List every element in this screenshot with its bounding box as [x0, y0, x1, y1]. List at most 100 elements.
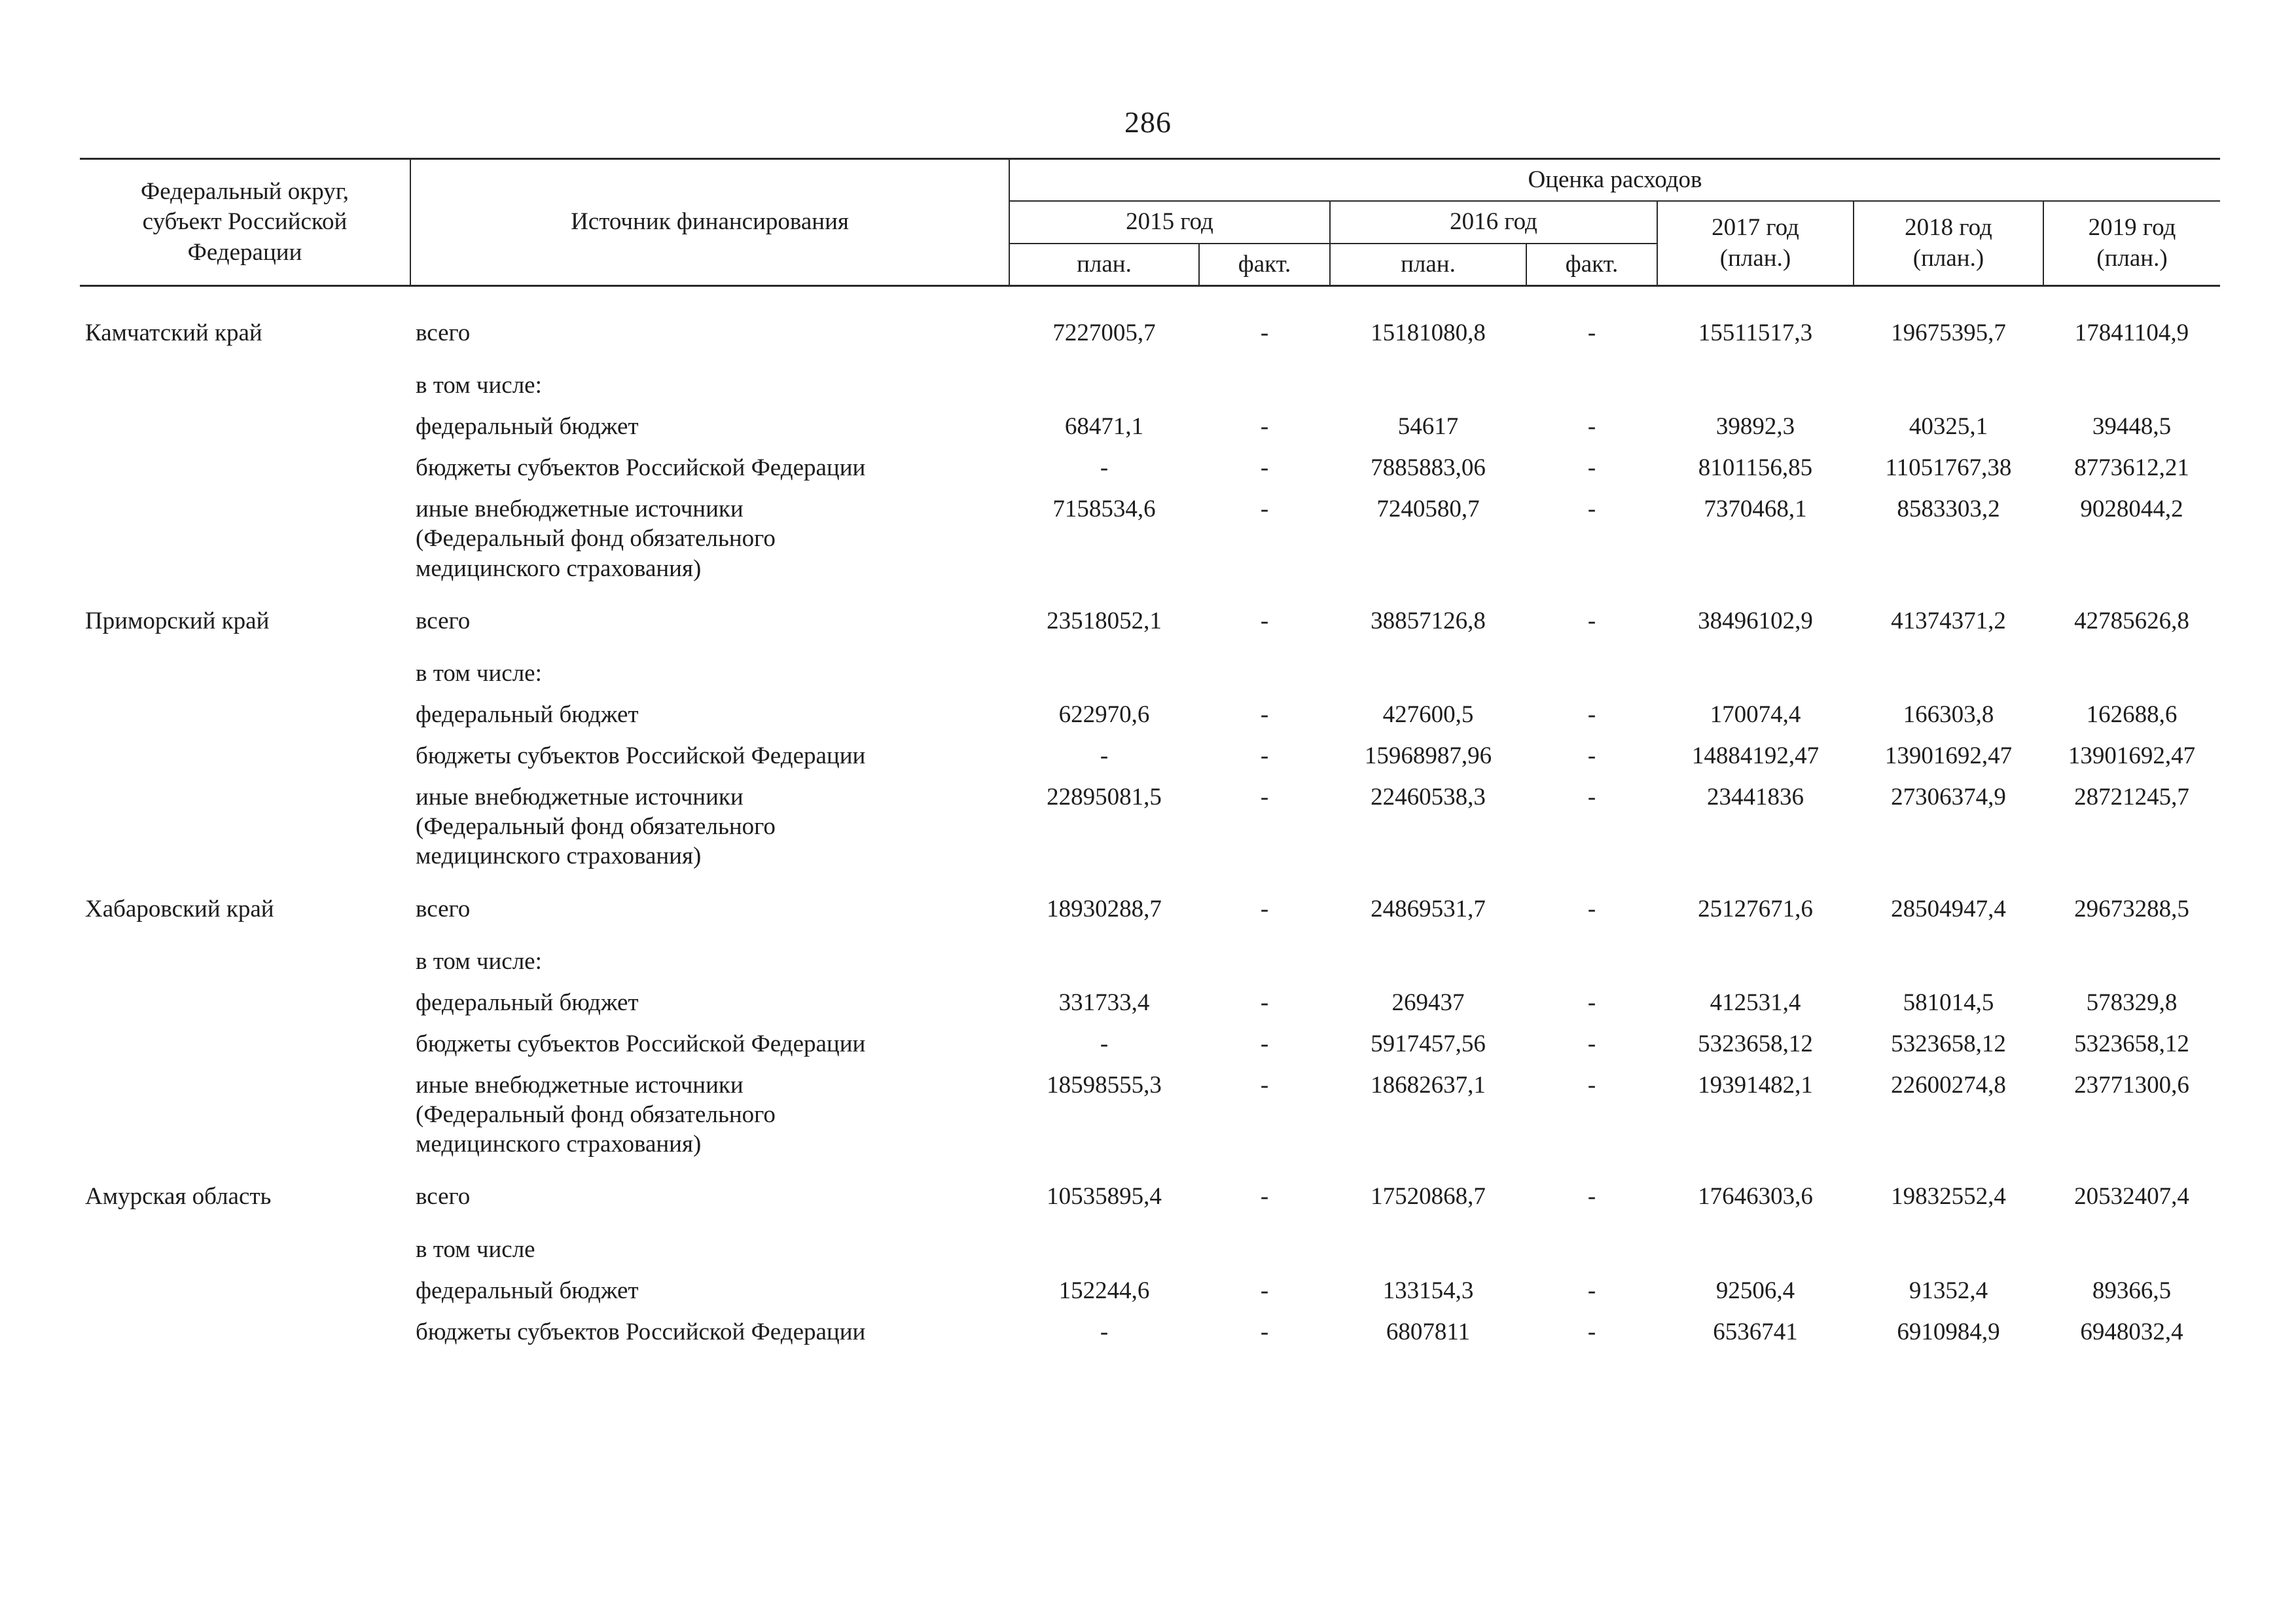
value-cell: 15181080,8 [1371, 319, 1486, 346]
region-cell: Амурская область [85, 1183, 272, 1211]
value-cell: - [1587, 895, 1596, 922]
value-cell [1009, 930, 1199, 982]
value-cell: 331733,4 [1058, 989, 1150, 1016]
value-cell: 18930288,7 [1047, 895, 1162, 922]
source-cell: в том числе [416, 1235, 535, 1263]
value-cell: 22895081,5 [1047, 784, 1162, 811]
value-cell: - [1100, 1030, 1109, 1057]
value-cell: 19675395,7 [1891, 319, 2006, 346]
header-2015-plan: план. [1009, 243, 1200, 287]
value-cell: - [1260, 784, 1269, 811]
value-cell: 23771300,6 [2074, 1072, 2189, 1099]
value-cell: - [1260, 496, 1269, 523]
value-cell [2043, 642, 2220, 694]
value-cell: 15968987,96 [1364, 742, 1492, 769]
source-cell: всего [416, 319, 471, 346]
header-row-2: 2015 год 2016 год 2017 год (план.) 2018 … [80, 201, 2220, 287]
header-year-2019-plan: (план.) [2096, 244, 2168, 272]
value-cell: - [1260, 1030, 1269, 1057]
value-cell [1657, 930, 1854, 982]
value-cell: - [1587, 319, 1596, 346]
value-cell: 28721245,7 [2074, 784, 2189, 811]
value-cell [2043, 354, 2220, 406]
source-cell: иные внебюджетные источники (Федеральный… [416, 784, 776, 870]
source-cell: федеральный бюджет [416, 989, 639, 1016]
table-row: Амурская область всего 10535895,4 - 17520868… [80, 1165, 2220, 1217]
value-cell: 24869531,7 [1371, 895, 1486, 922]
value-cell: 92506,4 [1715, 1277, 1795, 1304]
table-row: бюджеты субъектов Российской Федерации - -… [80, 1023, 2220, 1065]
value-cell: 6536741 [1713, 1318, 1798, 1345]
source-cell: федеральный бюджет [416, 413, 639, 440]
value-cell: 8101156,85 [1698, 454, 1813, 482]
value-cell: 22460538,3 [1371, 784, 1486, 811]
value-cell: - [1587, 496, 1596, 523]
region-cell [80, 735, 410, 776]
value-cell: - [1260, 1183, 1269, 1211]
header-year-2018: 2018 год (план.) [1854, 201, 2044, 287]
value-cell: 54617 [1397, 413, 1459, 440]
table-row: в том числе: [80, 930, 2220, 982]
value-cell: 5323658,12 [1891, 1030, 2006, 1057]
value-cell: - [1260, 319, 1269, 346]
value-cell: 7227005,7 [1052, 319, 1156, 346]
header-2015-fact: факт. [1199, 243, 1331, 287]
table-row: федеральный бюджет 331733,4 - 269437 - 412531… [80, 982, 2220, 1023]
document-page: 286 Федеральный округ, субъект Российско… [80, 105, 2220, 1353]
region-cell [80, 354, 410, 406]
value-cell [1009, 354, 1199, 406]
source-cell: в том числе: [416, 947, 542, 975]
table-row: бюджеты субъектов Российской Федерации - -… [80, 447, 2220, 488]
table-row: Хабаровский край всего 18930288,7 - 24869531… [80, 877, 2220, 930]
value-cell [1526, 930, 1657, 982]
table-row: бюджеты субъектов Российской Федерации - -… [80, 1311, 2220, 1353]
value-cell: 29673288,5 [2074, 895, 2189, 922]
value-cell: 10535895,4 [1047, 1183, 1162, 1211]
table-row: федеральный бюджет 68471,1 - 54617 - 39892,3 4… [80, 406, 2220, 447]
value-cell: 13901692,47 [2068, 742, 2196, 769]
table-row: федеральный бюджет 152244,6 - 133154,3 - 9250… [80, 1270, 2220, 1311]
region-cell: Приморский край [85, 607, 270, 634]
value-cell: 133154,3 [1382, 1277, 1474, 1304]
value-cell: 40325,1 [1909, 413, 1988, 440]
source-cell: иные внебюджетные источники (Федеральный… [416, 1072, 776, 1158]
value-cell [1330, 930, 1526, 982]
region-cell [80, 406, 410, 447]
value-cell [1330, 1218, 1526, 1270]
value-cell: 6910984,9 [1897, 1318, 2000, 1345]
source-cell: федеральный бюджет [416, 1277, 639, 1304]
header-year-2017: 2017 год (план.) [1657, 201, 1854, 287]
region-cell: Хабаровский край [85, 895, 274, 922]
value-cell: 15511517,3 [1698, 319, 1813, 346]
value-cell [2043, 930, 2220, 982]
source-cell: бюджеты субъектов Российской Федерации [416, 1030, 866, 1057]
value-cell: 25127671,6 [1698, 895, 1813, 922]
value-cell: 42785626,8 [2074, 607, 2189, 634]
region-cell [80, 982, 410, 1023]
value-cell: - [1587, 701, 1596, 728]
value-cell: - [1587, 1318, 1596, 1345]
value-cell [1009, 642, 1199, 694]
value-cell: 41374371,2 [1891, 607, 2006, 634]
header-year-2016: 2016 год [1330, 201, 1658, 244]
region-cell [80, 776, 410, 877]
value-cell [1657, 1218, 1854, 1270]
table-row: в том числе: [80, 354, 2220, 406]
value-cell [1657, 354, 1854, 406]
value-cell: 5323658,12 [2074, 1030, 2189, 1057]
table-row: Камчатский край всего 7227005,7 - 15181080,8… [80, 285, 2220, 354]
value-cell: 13901692,47 [1884, 742, 2013, 769]
value-cell: 8773612,21 [2074, 454, 2189, 482]
value-cell: 17646303,6 [1698, 1183, 1813, 1211]
value-cell: 7158534,6 [1052, 496, 1156, 523]
source-cell: всего [416, 895, 471, 922]
value-cell: 6948032,4 [2080, 1318, 2183, 1345]
value-cell: 8583303,2 [1897, 496, 2000, 523]
value-cell: - [1587, 1030, 1596, 1057]
value-cell: 11051767,38 [1885, 454, 2012, 482]
value-cell: 14884192,47 [1691, 742, 1820, 769]
value-cell [1330, 642, 1526, 694]
region-cell [80, 447, 410, 488]
value-cell [1854, 354, 2043, 406]
value-cell: 19391482,1 [1698, 1072, 1813, 1099]
